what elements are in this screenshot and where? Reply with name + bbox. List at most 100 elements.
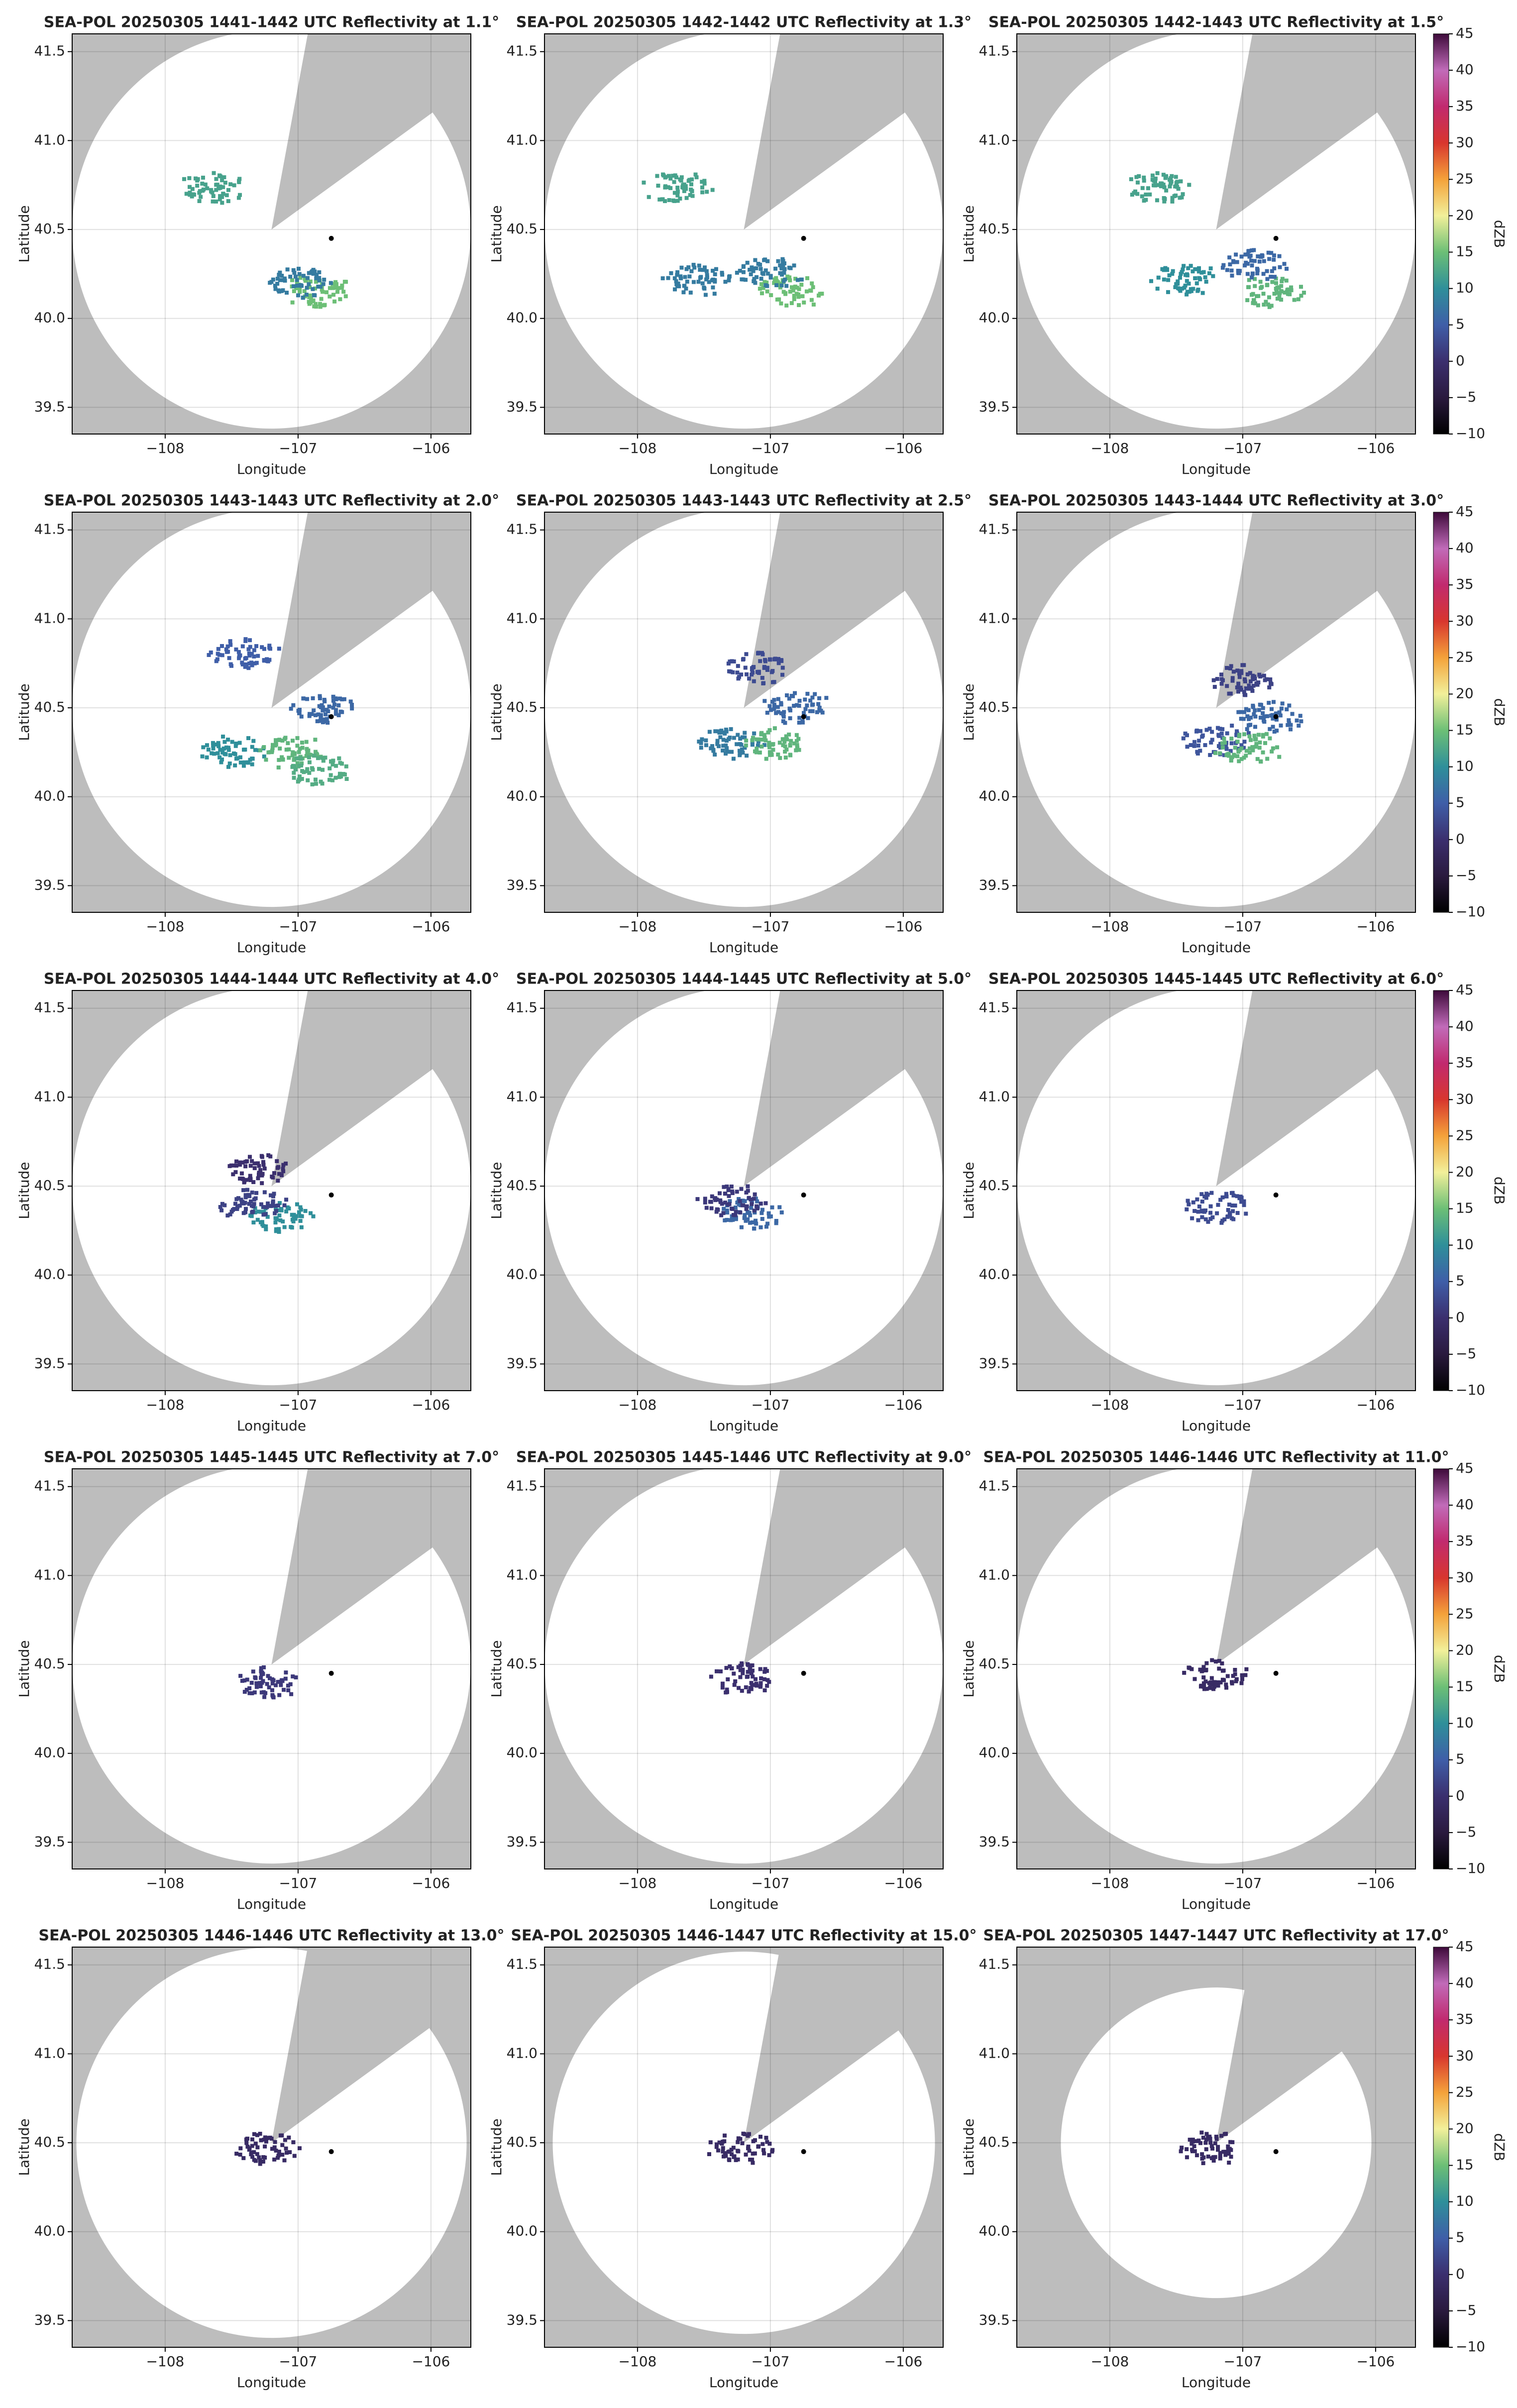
echo-cell — [1240, 1677, 1244, 1681]
echo-cell — [737, 1686, 741, 1690]
echo-cell — [1269, 274, 1273, 279]
echo-cell — [714, 1669, 719, 1673]
echo-cell — [699, 746, 703, 750]
echo-cell — [787, 706, 792, 711]
echo-cell — [1245, 272, 1250, 276]
x-axis-label: Longitude — [709, 1418, 778, 1434]
echo-cell — [236, 650, 241, 654]
echo-cell — [717, 730, 722, 735]
echo-cell — [286, 741, 290, 746]
echo-cell — [1176, 279, 1180, 284]
echo-cell — [793, 277, 798, 281]
echo-cell — [248, 1213, 253, 1218]
echo-cell — [1210, 2156, 1214, 2161]
echo-cell — [1171, 269, 1175, 273]
echo-cell — [791, 288, 795, 293]
echo-cell — [1274, 281, 1278, 285]
echo-cell — [754, 1677, 758, 1681]
echo-cell — [219, 1208, 224, 1212]
echo-cell — [1226, 754, 1231, 758]
echo-cell — [1203, 2141, 1208, 2145]
echo-cell — [1165, 267, 1169, 271]
echo-cell — [754, 1683, 758, 1688]
echo-cell — [1287, 721, 1292, 726]
colorbar-tick-label: 40 — [1456, 1974, 1474, 1991]
echo-cell — [1166, 290, 1170, 294]
echo-cell — [770, 669, 775, 673]
echo-cell — [200, 181, 205, 186]
echo-cell — [1271, 716, 1275, 721]
echo-cell — [1261, 711, 1265, 715]
echo-cell — [779, 301, 783, 306]
echo-cell — [1236, 681, 1241, 686]
echo-cell — [216, 751, 220, 756]
echo-cell — [1232, 753, 1236, 757]
echo-cell — [759, 651, 764, 655]
echo-cell — [803, 707, 808, 711]
x-tick-label: −108 — [618, 1397, 656, 1413]
echo-cell — [1162, 185, 1167, 190]
echo-cell — [717, 1191, 722, 1196]
echo-cell — [788, 753, 793, 758]
echo-cell — [1193, 267, 1197, 271]
echo-cell — [702, 265, 707, 270]
echo-cell — [342, 772, 347, 777]
echo-cell — [758, 1684, 762, 1689]
echo-cell — [663, 184, 667, 189]
echo-cell — [780, 672, 785, 677]
echo-cell — [736, 1665, 741, 1669]
echo-cell — [734, 1209, 738, 1214]
echo-cell — [1219, 1220, 1224, 1225]
coverage — [1017, 34, 1415, 429]
echo-cell — [311, 298, 316, 303]
echo-cell — [778, 263, 782, 268]
echo-cell — [317, 278, 322, 283]
echo-cell — [237, 656, 241, 660]
echo-cell — [243, 1206, 248, 1211]
echo-cell — [1280, 277, 1285, 281]
echo-cell — [308, 712, 312, 716]
echo-cell — [690, 177, 694, 182]
echo-cell — [1153, 183, 1157, 188]
echo-cell — [1209, 1191, 1214, 1195]
echo-cell — [713, 729, 718, 734]
colorbar-tick-label: 35 — [1456, 1054, 1474, 1071]
y-tick-label: 40.5 — [507, 699, 538, 715]
echo-cell — [318, 284, 323, 289]
echo-cell — [1242, 692, 1247, 697]
echo-cell — [1247, 734, 1252, 739]
echo-cell — [319, 713, 323, 717]
echo-cell — [259, 1154, 264, 1158]
echo-cell — [1180, 286, 1185, 291]
echo-cell — [721, 1211, 726, 1215]
echo-cell — [1285, 266, 1289, 271]
coverage — [1017, 512, 1415, 907]
echo-cell — [1278, 291, 1282, 295]
echo-cell — [1194, 729, 1199, 734]
echo-cell — [725, 1217, 729, 1222]
echo-cell — [735, 742, 739, 747]
echo-cell — [751, 2139, 756, 2144]
echo-cell — [238, 1163, 242, 1167]
echo-cell — [1299, 294, 1303, 298]
echo-cell — [1196, 287, 1200, 292]
echo-cell — [295, 1202, 299, 1206]
echo-cell — [1233, 746, 1237, 750]
plot-frame — [72, 1947, 471, 2348]
echo-cell — [233, 744, 238, 748]
colorbar — [1433, 1947, 1449, 2348]
echo-cell — [708, 1200, 712, 1204]
echo-cell — [1211, 274, 1215, 278]
echo-cell — [795, 743, 799, 748]
echo-cell — [1214, 2137, 1219, 2141]
echo-cell — [282, 1225, 287, 1229]
echo-cell — [263, 1691, 268, 1695]
echo-cell — [1219, 681, 1224, 686]
echo-cell — [330, 762, 335, 766]
echo-cell — [244, 662, 249, 666]
echo-cell — [1227, 2161, 1231, 2165]
echo-cell — [1219, 672, 1223, 677]
echo-cell — [738, 269, 742, 273]
echo-cell — [225, 644, 230, 649]
coverage — [544, 990, 943, 1386]
